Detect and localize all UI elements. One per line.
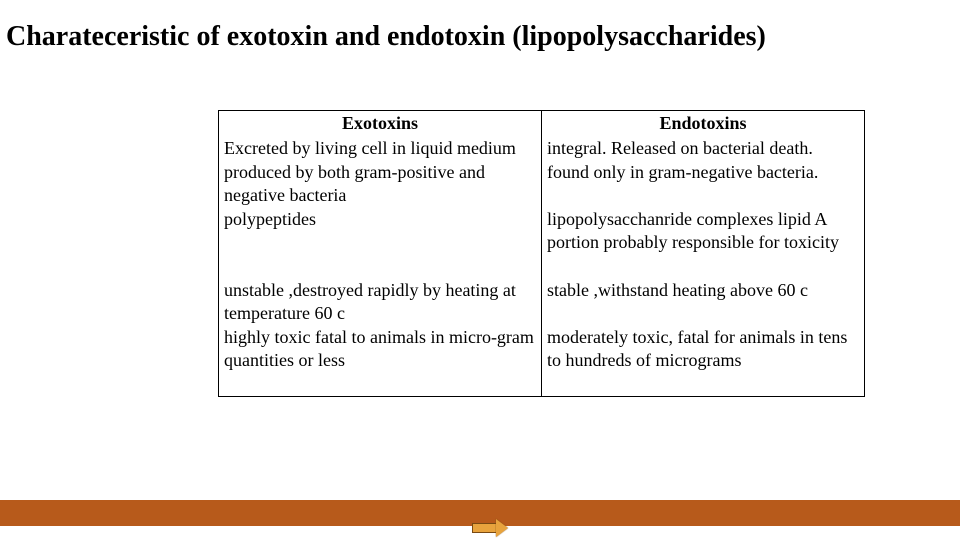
- table-cell: lipopolysacchanride complexes lipid A po…: [542, 207, 865, 254]
- table-cell: found only in gram-negative bacteria.: [542, 160, 865, 207]
- slide-title-wrap: Charateceristic of exotoxin and endotoxi…: [6, 20, 954, 54]
- table-cell: [542, 254, 865, 278]
- table-cell: polypeptides: [219, 207, 542, 254]
- table-header-cell: Endotoxins: [542, 111, 865, 136]
- table-row: unstable ,destroyed rapidly by heating a…: [219, 278, 865, 325]
- table-row: polypeptides lipopolysacchanride complex…: [219, 207, 865, 254]
- slide: Charateceristic of exotoxin and endotoxi…: [0, 0, 960, 540]
- table-row: [219, 372, 865, 396]
- table-cell: Excreted by living cell in liquid medium: [219, 136, 542, 161]
- arrow-body: [472, 523, 498, 533]
- table-cell: [542, 372, 865, 396]
- comparison-table-wrap: Exotoxins Endotoxins Excreted by living …: [218, 110, 865, 397]
- table-header-row: Exotoxins Endotoxins: [219, 111, 865, 136]
- table-cell: moderately toxic, fatal for animals in t…: [542, 325, 865, 372]
- comparison-table: Exotoxins Endotoxins Excreted by living …: [218, 110, 865, 397]
- arrow-head: [496, 519, 508, 537]
- table-cell: stable ,withstand heating above 60 c: [542, 278, 865, 325]
- table-cell: highly toxic fatal to animals in micro-g…: [219, 325, 542, 372]
- table-cell: unstable ,destroyed rapidly by heating a…: [219, 278, 542, 325]
- table-row: produced by both gram-positive and negat…: [219, 160, 865, 207]
- table-header-cell: Exotoxins: [219, 111, 542, 136]
- table-cell: [219, 372, 542, 396]
- table-cell: produced by both gram-positive and negat…: [219, 160, 542, 207]
- next-arrow-icon[interactable]: [472, 520, 512, 540]
- slide-title: Charateceristic of exotoxin and endotoxi…: [6, 21, 766, 52]
- table-cell: [219, 254, 542, 278]
- table-cell: integral. Released on bacterial death.: [542, 136, 865, 161]
- table-row: [219, 254, 865, 278]
- table-row: highly toxic fatal to animals in micro-g…: [219, 325, 865, 372]
- table-row: Excreted by living cell in liquid medium…: [219, 136, 865, 161]
